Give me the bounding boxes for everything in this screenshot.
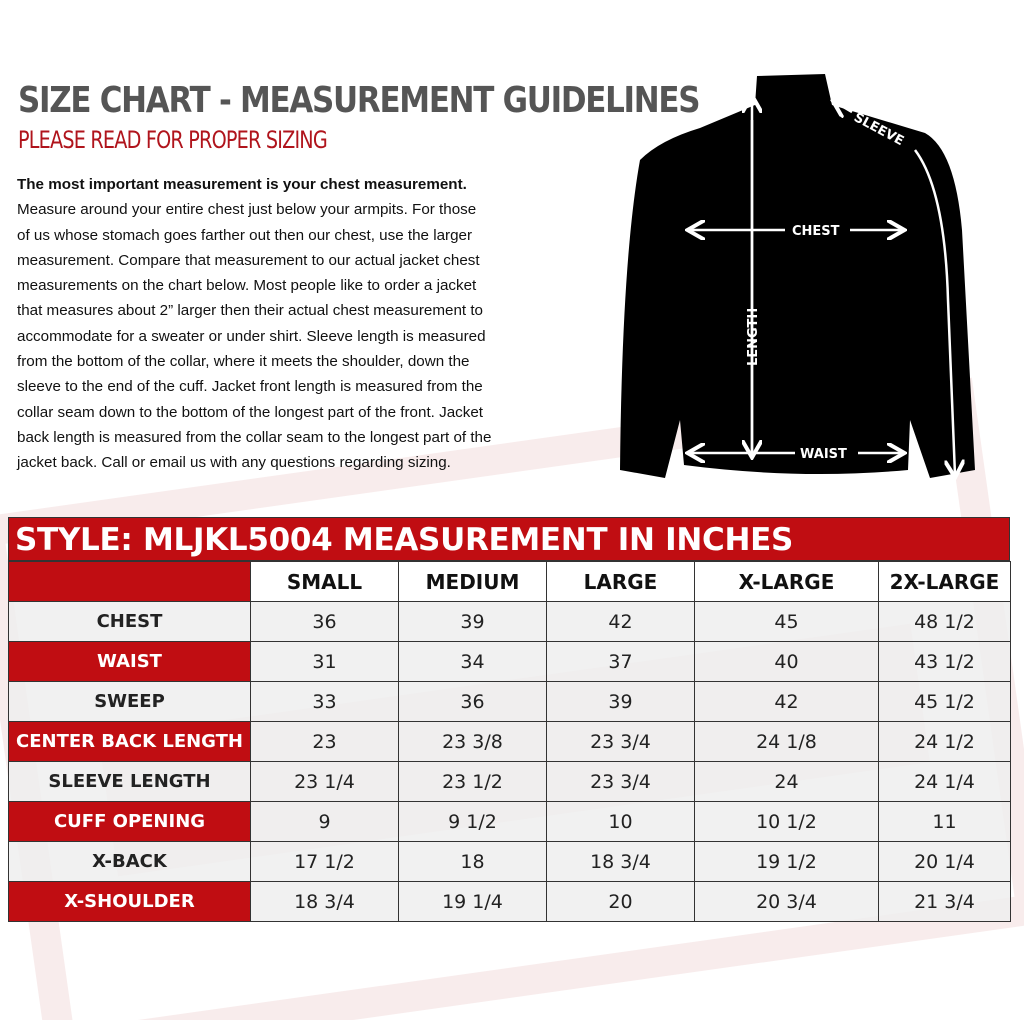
instructions-line: sleeve to the end of the cuff. Jacket fr… (17, 378, 483, 396)
measurement-cell: 45 (694, 601, 879, 642)
instructions-line: of us whose stomach goes farther out the… (17, 226, 473, 244)
measurement-cell: 42 (694, 681, 879, 722)
measurement-cell: 36 (250, 601, 399, 642)
header-corner-cell (8, 561, 251, 602)
measurement-cell: 21 3/4 (878, 881, 1011, 922)
measurement-cell: 23 1/4 (250, 761, 399, 802)
measurement-cell: 20 1/4 (878, 841, 1011, 882)
sizing-instructions: The most important measurement is your c… (17, 172, 577, 476)
row-label: X-BACK (8, 841, 251, 882)
measurement-cell: 42 (546, 601, 695, 642)
column-header: 2X-LARGE (878, 561, 1011, 602)
size-chart-table: STYLE: MLJKL5004 MEASUREMENT IN INCHES S… (8, 517, 1011, 922)
measurement-cell: 17 1/2 (250, 841, 399, 882)
row-label: SWEEP (8, 681, 251, 722)
chest-label: CHEST (792, 224, 840, 239)
instructions-line: that measures about 2” larger then their… (17, 302, 483, 320)
table-row: X-BACK 17 1/2 18 18 3/4 19 1/2 20 1/4 (8, 841, 1011, 882)
measurement-cell: 23 (250, 721, 399, 762)
measurement-cell: 24 1/4 (878, 761, 1011, 802)
page-subtitle: PLEASE READ FOR PROPER SIZING (18, 126, 328, 154)
column-header: MEDIUM (398, 561, 547, 602)
column-header: SMALL (250, 561, 399, 602)
instructions-line: from the bottom of the collar, where it … (17, 353, 470, 371)
measurement-cell: 18 3/4 (250, 881, 399, 922)
row-label: WAIST (8, 641, 251, 682)
table-title: STYLE: MLJKL5004 MEASUREMENT IN INCHES (8, 517, 1010, 561)
table-row: SLEEVE LENGTH 23 1/4 23 1/2 23 3/4 24 24 1/4 (8, 761, 1011, 802)
instructions-line: accommodate for a sweater or under shirt… (17, 327, 486, 345)
measurement-cell: 24 (694, 761, 879, 802)
measurement-cell: 37 (546, 641, 695, 682)
measurement-cell: 9 1/2 (398, 801, 547, 842)
measurement-cell: 39 (398, 601, 547, 642)
measurement-cell: 24 1/8 (694, 721, 879, 762)
measurement-cell: 9 (250, 801, 399, 842)
jacket-diagram: CHEST WAIST LENGTH SLEEVE (620, 74, 975, 490)
measurement-cell: 19 1/2 (694, 841, 879, 882)
page-title: SIZE CHART - MEASUREMENT GUIDELINES (18, 80, 701, 121)
row-label: CUFF OPENING (8, 801, 251, 842)
measurement-cell: 34 (398, 641, 547, 682)
column-header: X-LARGE (694, 561, 879, 602)
measurement-cell: 23 1/2 (398, 761, 547, 802)
row-label: SLEEVE LENGTH (8, 761, 251, 802)
measurement-cell: 11 (878, 801, 1011, 842)
table-row: SWEEP 33 36 39 42 45 1/2 (8, 681, 1011, 722)
table-row: CHEST 36 39 42 45 48 1/2 (8, 601, 1011, 642)
measurement-cell: 40 (694, 641, 879, 682)
measurement-cell: 19 1/4 (398, 881, 547, 922)
measurement-cell: 20 (546, 881, 695, 922)
table-row: WAIST 31 34 37 40 43 1/2 (8, 641, 1011, 682)
measurement-cell: 23 3/8 (398, 721, 547, 762)
instructions-line: measurements on the chart below. Most pe… (17, 277, 477, 295)
instructions-line: Measure around your entire chest just be… (17, 201, 477, 219)
measurement-cell: 23 3/4 (546, 761, 695, 802)
measurement-cell: 10 (546, 801, 695, 842)
measurement-cell: 48 1/2 (878, 601, 1011, 642)
instructions-line: back length is measured from the collar … (17, 428, 492, 446)
measurement-cell: 18 3/4 (546, 841, 695, 882)
measurement-cell: 23 3/4 (546, 721, 695, 762)
table-header-row: SMALL MEDIUM LARGE X-LARGE 2X-LARGE (8, 561, 1011, 602)
measurement-cell: 20 3/4 (694, 881, 879, 922)
row-label: X-SHOULDER (8, 881, 251, 922)
jacket-silhouette (620, 74, 975, 478)
measurement-cell: 31 (250, 641, 399, 682)
measurement-cell: 45 1/2 (878, 681, 1011, 722)
length-label: LENGTH (746, 308, 761, 366)
measurement-cell: 24 1/2 (878, 721, 1011, 762)
column-header: LARGE (546, 561, 695, 602)
table-row: CENTER BACK LENGTH 23 23 3/8 23 3/4 24 1/8 24… (8, 721, 1011, 762)
table-row: X-SHOULDER 18 3/4 19 1/4 20 20 3/4 21 3/4 (8, 881, 1011, 922)
instructions-line: collar seam down to the bottom of the lo… (17, 403, 484, 421)
table-row: CUFF OPENING 9 9 1/2 10 10 1/2 11 (8, 801, 1011, 842)
instructions-lead: The most important measurement is your c… (17, 176, 467, 193)
measurement-cell: 10 1/2 (694, 801, 879, 842)
row-label: CENTER BACK LENGTH (8, 721, 251, 762)
measurement-cell: 43 1/2 (878, 641, 1011, 682)
measurement-cell: 39 (546, 681, 695, 722)
row-label: CHEST (8, 601, 251, 642)
measurement-cell: 33 (250, 681, 399, 722)
instructions-line: jacket back. Call or email us with any q… (17, 454, 451, 472)
waist-label: WAIST (800, 447, 847, 462)
measurement-cell: 36 (398, 681, 547, 722)
instructions-line: measurement. Compare that measurement to… (17, 251, 480, 269)
measurement-cell: 18 (398, 841, 547, 882)
